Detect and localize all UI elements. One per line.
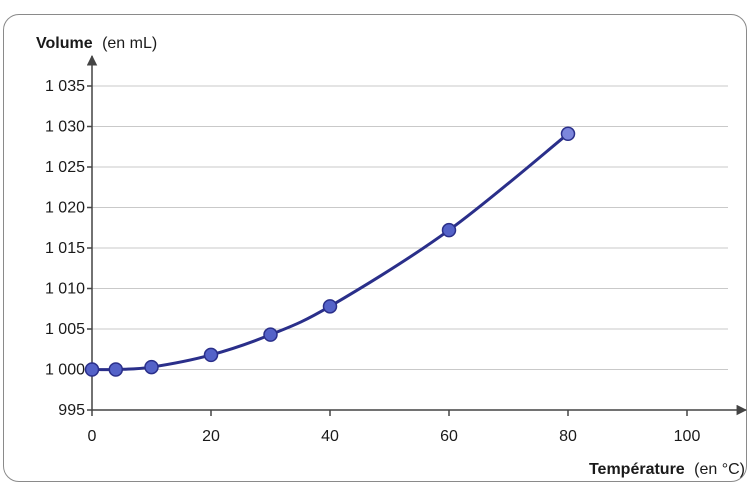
x-tick-label-20: 20 [202, 428, 220, 445]
y-tick-label-1030: 1 030 [45, 119, 85, 136]
data-point-60 [441, 222, 457, 238]
y-tick-label-995: 995 [58, 402, 85, 419]
data-point-80 [560, 126, 576, 142]
data-point-20 [203, 347, 219, 363]
y-tick-label-1010: 1 010 [45, 281, 85, 298]
x-tick-label-0: 0 [88, 428, 97, 445]
x-axis-label-title: Température [589, 461, 685, 478]
y-axis-label-unit: (en mL) [102, 35, 157, 52]
y-axis-label: Volume (en mL) [36, 35, 157, 52]
data-point-0 [84, 362, 100, 377]
y-tick-label-1025: 1 025 [45, 159, 85, 176]
x-tick-label-100: 100 [674, 428, 701, 445]
data-point-4 [108, 362, 124, 377]
x-axis-label: Température (en °C) [589, 461, 745, 478]
y-tick-label-1035: 1 035 [45, 78, 85, 95]
y-tick-label-1015: 1 015 [45, 240, 85, 257]
x-tick-label-40: 40 [321, 428, 339, 445]
y-tick-label-1020: 1 020 [45, 200, 85, 217]
series-line [91, 132, 569, 372]
data-points [84, 126, 576, 377]
y-tick-label-1005: 1 005 [45, 321, 85, 338]
data-point-10 [144, 359, 159, 375]
x-tick-label-60: 60 [440, 428, 458, 445]
y-tick-label-1000: 1 000 [45, 362, 85, 379]
x-axis-label-unit: (en °C) [694, 461, 745, 478]
tick-labels: 995 1 000 1 005 1 010 1 015 1 020 1 025 1 030 1 … [45, 78, 700, 445]
x-tick-label-80: 80 [559, 428, 577, 445]
data-point-30 [263, 327, 278, 342]
axes [86, 54, 748, 416]
y-axis-label-title: Volume [36, 35, 93, 52]
grid-lines [92, 85, 728, 370]
data-point-40 [322, 299, 338, 314]
